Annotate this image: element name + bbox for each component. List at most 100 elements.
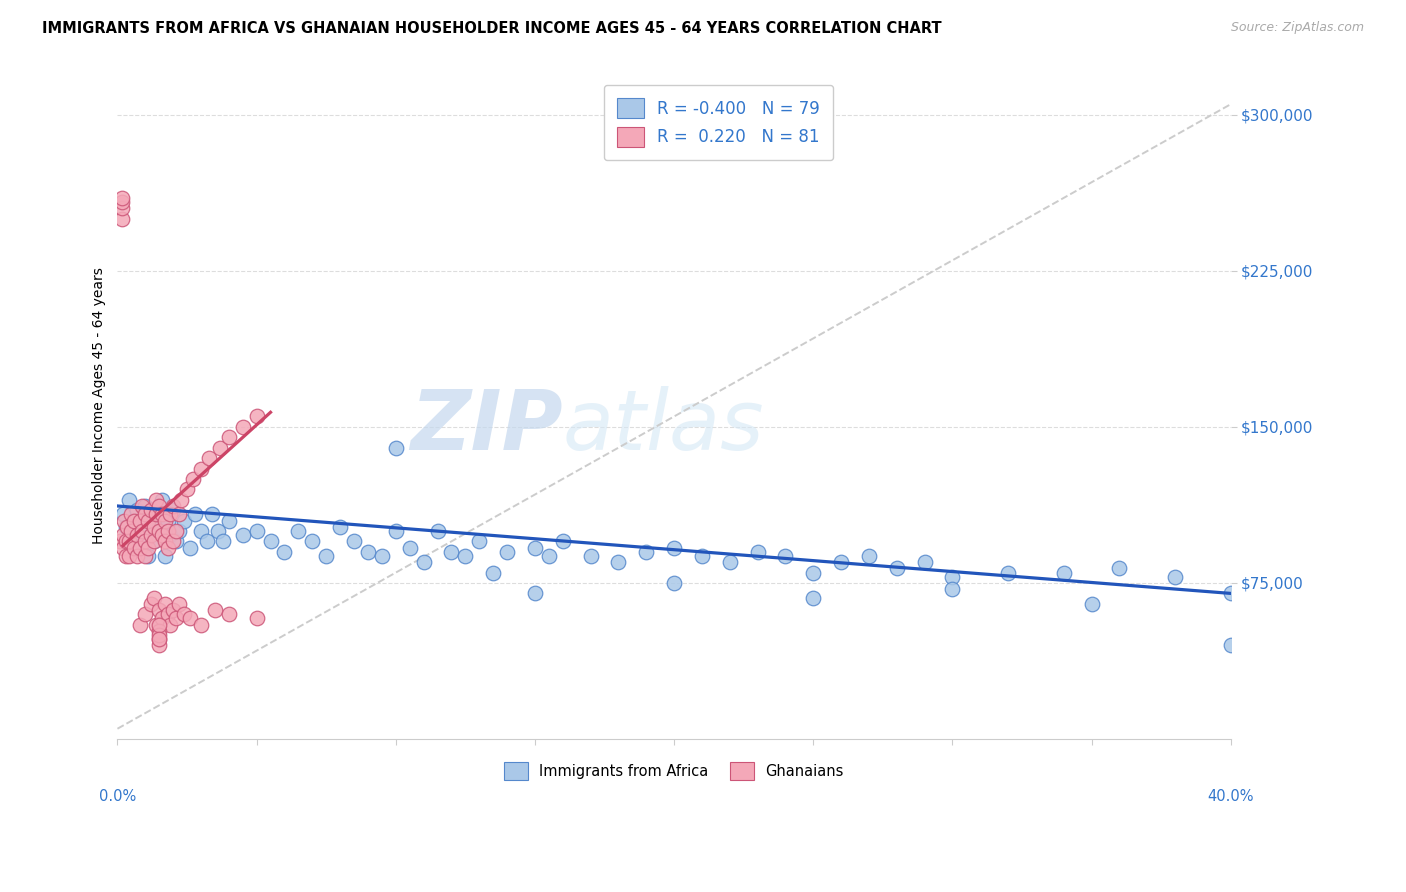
Point <box>139 503 162 517</box>
Point <box>207 524 229 538</box>
Point <box>179 541 201 555</box>
Point <box>148 603 170 617</box>
Point <box>190 461 212 475</box>
Point <box>246 524 269 538</box>
Point <box>259 534 281 549</box>
Point <box>142 534 165 549</box>
Point <box>315 549 337 563</box>
Point <box>156 541 179 555</box>
Point <box>111 528 134 542</box>
Point <box>110 195 132 210</box>
Point <box>357 545 380 559</box>
Point <box>110 191 132 205</box>
Point <box>941 582 963 597</box>
Point <box>134 607 156 622</box>
Point <box>120 528 142 542</box>
Point <box>468 534 491 549</box>
Point <box>145 508 167 522</box>
Point <box>139 528 162 542</box>
Point <box>148 524 170 538</box>
Text: 0.0%: 0.0% <box>98 789 136 804</box>
Point <box>384 524 406 538</box>
Point <box>145 617 167 632</box>
Point <box>120 508 142 522</box>
Point <box>150 492 173 507</box>
Point <box>886 561 908 575</box>
Point <box>212 534 235 549</box>
Point <box>204 603 226 617</box>
Point <box>662 576 685 591</box>
Point <box>153 534 176 549</box>
Point <box>830 555 852 569</box>
Point <box>131 499 153 513</box>
Point <box>117 534 139 549</box>
Y-axis label: Householder Income Ages 45 - 64 years: Householder Income Ages 45 - 64 years <box>93 268 107 544</box>
Point <box>156 607 179 622</box>
Point <box>122 514 145 528</box>
Point <box>398 541 420 555</box>
Point <box>165 524 187 538</box>
Legend: Immigrants from Africa, Ghanaians: Immigrants from Africa, Ghanaians <box>492 751 855 792</box>
Point <box>775 549 797 563</box>
Point <box>150 508 173 522</box>
Point <box>523 541 546 555</box>
Point <box>412 555 434 569</box>
Point <box>148 632 170 647</box>
Point <box>190 524 212 538</box>
Point <box>523 586 546 600</box>
Point <box>218 430 240 444</box>
Point <box>131 524 153 538</box>
Text: ZIP: ZIP <box>411 385 562 467</box>
Point <box>148 628 170 642</box>
Point <box>482 566 505 580</box>
Point <box>167 597 190 611</box>
Point <box>153 597 176 611</box>
Point <box>153 549 176 563</box>
Point <box>1108 561 1130 575</box>
Text: IMMIGRANTS FROM AFRICA VS GHANAIAN HOUSEHOLDER INCOME AGES 45 - 64 YEARS CORRELA: IMMIGRANTS FROM AFRICA VS GHANAIAN HOUSE… <box>42 21 942 36</box>
Point <box>179 611 201 625</box>
Point <box>139 514 162 528</box>
Point <box>384 441 406 455</box>
Point <box>181 472 204 486</box>
Point <box>997 566 1019 580</box>
Point <box>496 545 519 559</box>
Point <box>112 514 135 528</box>
Point <box>579 549 602 563</box>
Point <box>218 607 240 622</box>
Point <box>232 420 254 434</box>
Point <box>1080 597 1102 611</box>
Point <box>198 451 221 466</box>
Point <box>343 534 366 549</box>
Point <box>1053 566 1076 580</box>
Point <box>159 528 181 542</box>
Point <box>148 639 170 653</box>
Point <box>914 555 936 569</box>
Point <box>153 514 176 528</box>
Point <box>1219 639 1241 653</box>
Point <box>142 591 165 605</box>
Point <box>111 508 134 522</box>
Point <box>110 211 132 226</box>
Point <box>858 549 880 563</box>
Point <box>165 534 187 549</box>
Point <box>195 534 218 549</box>
Point <box>114 549 136 563</box>
Point <box>170 492 193 507</box>
Text: Source: ZipAtlas.com: Source: ZipAtlas.com <box>1230 21 1364 34</box>
Point <box>148 617 170 632</box>
Point <box>1219 586 1241 600</box>
Point <box>128 541 150 555</box>
Point <box>139 597 162 611</box>
Point <box>551 534 574 549</box>
Point <box>148 520 170 534</box>
Point <box>136 541 159 555</box>
Point <box>150 611 173 625</box>
Point <box>131 524 153 538</box>
Point <box>134 499 156 513</box>
Point <box>440 545 463 559</box>
Point <box>125 549 148 563</box>
Point <box>159 617 181 632</box>
Point <box>136 514 159 528</box>
Point <box>232 528 254 542</box>
